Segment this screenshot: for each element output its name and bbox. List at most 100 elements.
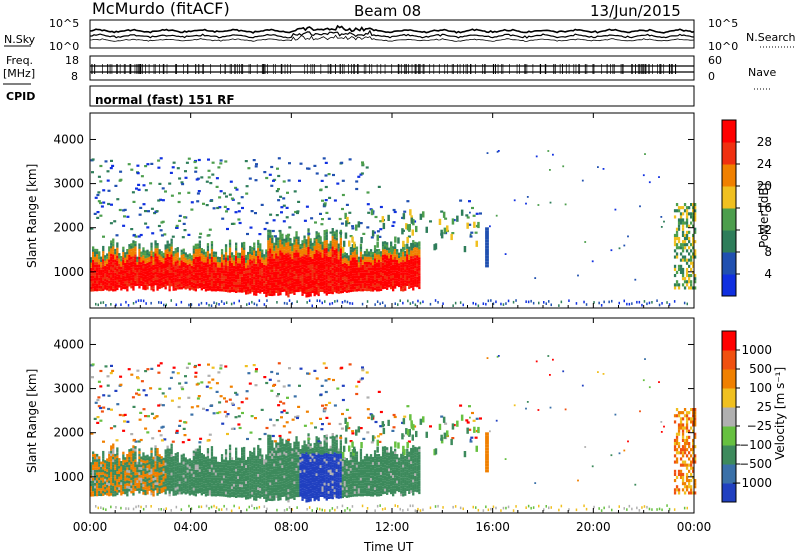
power-cell bbox=[176, 247, 179, 250]
power-cell bbox=[281, 270, 284, 274]
power-cell bbox=[285, 245, 288, 248]
power-cell bbox=[251, 300, 253, 304]
power-cell bbox=[110, 245, 113, 249]
power-cell bbox=[110, 277, 113, 281]
power-cell bbox=[287, 241, 290, 245]
velocity-cell bbox=[174, 474, 177, 477]
power-cell bbox=[271, 282, 274, 286]
power-cell bbox=[317, 237, 320, 241]
power-cell bbox=[197, 190, 201, 193]
power-cell bbox=[281, 276, 284, 279]
power-cell bbox=[271, 235, 274, 238]
power-cell bbox=[118, 208, 122, 212]
power-cell bbox=[120, 303, 122, 306]
power-cell bbox=[211, 173, 215, 176]
velocity-cell bbox=[128, 472, 131, 476]
power-cell bbox=[271, 253, 274, 257]
power-cell bbox=[226, 284, 230, 288]
power-cell bbox=[309, 262, 312, 265]
power-cell bbox=[317, 251, 320, 254]
velocity-cell bbox=[196, 464, 199, 468]
power-cell bbox=[410, 272, 413, 275]
power-cell bbox=[164, 262, 167, 266]
velocity-cell bbox=[202, 475, 205, 479]
power-cell bbox=[207, 176, 211, 179]
velocity-cell bbox=[100, 469, 103, 473]
power-cell bbox=[128, 252, 131, 255]
velocity-cell bbox=[158, 456, 161, 460]
power-cell bbox=[688, 258, 691, 262]
power-cell bbox=[679, 246, 683, 250]
power-cell bbox=[104, 284, 107, 287]
power-cell bbox=[331, 288, 334, 292]
power-cell bbox=[357, 280, 361, 284]
power-cell bbox=[295, 284, 298, 287]
power-cell bbox=[366, 191, 370, 194]
power-cell bbox=[102, 282, 105, 286]
power-cell bbox=[325, 269, 328, 272]
power-cell bbox=[92, 280, 95, 284]
power-cell bbox=[182, 261, 185, 265]
power-cell bbox=[324, 199, 328, 202]
power-cell bbox=[224, 289, 228, 292]
power-cell bbox=[373, 271, 377, 275]
power-cell bbox=[180, 249, 183, 253]
power-cell bbox=[379, 267, 383, 270]
velocity-cell bbox=[102, 453, 105, 457]
velocity-cell bbox=[224, 480, 228, 484]
power-cell bbox=[390, 254, 393, 258]
velocity-cell bbox=[140, 480, 143, 484]
velocity-cell bbox=[168, 488, 171, 491]
velocity-cell bbox=[150, 482, 153, 485]
power-cell bbox=[398, 257, 401, 261]
power-cell bbox=[408, 275, 411, 279]
power-cell bbox=[685, 243, 689, 247]
power-cell bbox=[402, 283, 405, 287]
velocity-cell bbox=[154, 466, 157, 470]
velocity-cell bbox=[142, 465, 145, 469]
power-cell bbox=[251, 263, 254, 266]
power-cell bbox=[180, 257, 183, 261]
power-cell bbox=[355, 180, 359, 183]
power-cell bbox=[140, 259, 143, 263]
power-cell bbox=[172, 267, 175, 270]
power-cell bbox=[412, 287, 415, 291]
power-cell bbox=[176, 260, 179, 263]
power-cell bbox=[379, 253, 383, 257]
power-cell bbox=[383, 272, 387, 276]
power-cell bbox=[321, 247, 324, 250]
velocity-cell bbox=[200, 455, 203, 459]
velocity-cell bbox=[98, 456, 101, 459]
power-cell bbox=[183, 216, 187, 219]
velocity-cell bbox=[104, 460, 107, 463]
power-cell bbox=[361, 262, 365, 265]
velocity-cell bbox=[128, 457, 131, 460]
power-cell bbox=[106, 179, 110, 182]
power-cell bbox=[261, 265, 264, 269]
power-cell bbox=[289, 291, 292, 294]
power-cell bbox=[353, 275, 356, 279]
power-cell bbox=[134, 262, 137, 265]
power-cell bbox=[150, 282, 153, 285]
power-cell bbox=[329, 267, 332, 270]
power-cell bbox=[618, 247, 621, 250]
power-cell bbox=[327, 278, 330, 281]
power-cell bbox=[383, 286, 387, 289]
power-cell bbox=[124, 281, 127, 284]
power-cell bbox=[311, 287, 314, 291]
power-cell bbox=[200, 255, 203, 259]
power-cell bbox=[118, 263, 121, 267]
power-cell bbox=[150, 162, 154, 165]
power-cell bbox=[297, 249, 300, 253]
power-cell bbox=[305, 255, 308, 258]
power-cell bbox=[394, 251, 397, 255]
velocity-cell bbox=[144, 479, 147, 482]
power-cell bbox=[224, 286, 228, 290]
velocity-cell bbox=[160, 479, 163, 483]
power-cell bbox=[228, 282, 232, 285]
power-cell bbox=[215, 177, 219, 180]
velocity-cell bbox=[188, 479, 191, 483]
power-cell bbox=[184, 281, 187, 285]
power-cell bbox=[347, 279, 350, 282]
power-cell bbox=[377, 270, 381, 273]
